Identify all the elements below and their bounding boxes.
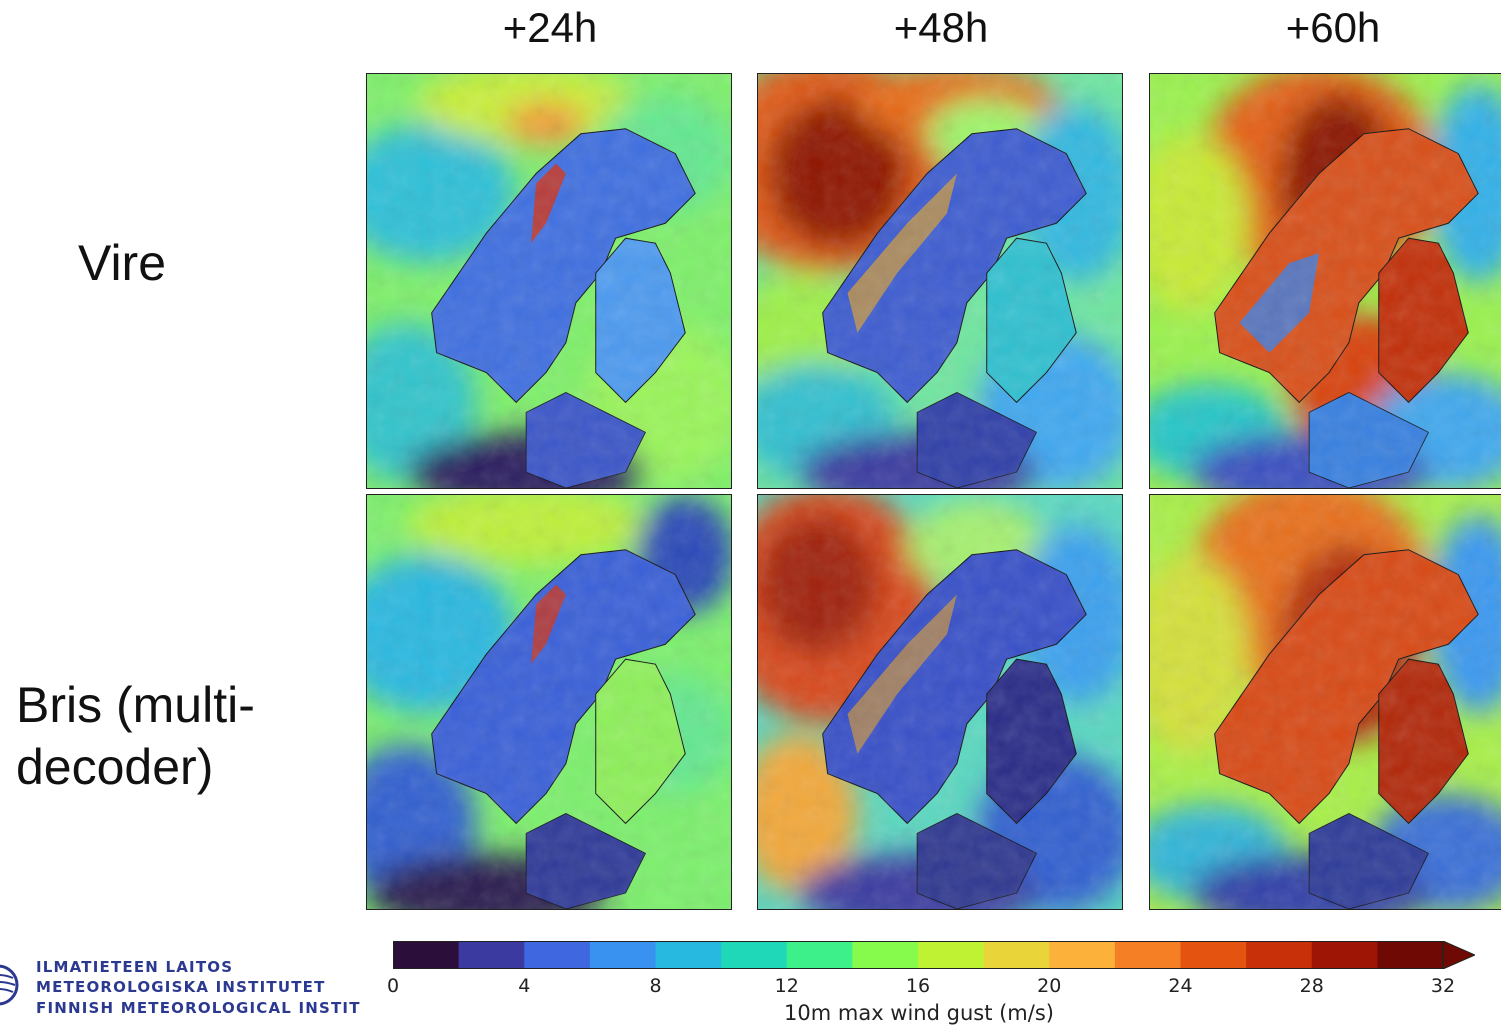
column-title-60h: +60h xyxy=(1285,4,1381,51)
colorbar-segment xyxy=(721,941,788,969)
colorbar-tick-label: 16 xyxy=(905,975,931,997)
fmi-logo: ILMATIETEEN LAITOS METEOROLOGISKA INSTIT… xyxy=(0,948,380,1024)
colorbar-tick-label: 8 xyxy=(649,975,662,997)
column-title-48h: +48h xyxy=(893,4,989,51)
map-bris-60h xyxy=(1149,494,1501,910)
colorbar-segment xyxy=(524,941,591,969)
colorbar-segment xyxy=(458,941,525,969)
map-bris-24h xyxy=(366,494,732,910)
colorbar-tick-label: 28 xyxy=(1299,975,1324,997)
colorbar-tick-label: 32 xyxy=(1430,975,1456,997)
colorbar xyxy=(393,941,1475,969)
colorbar-tick-label: 4 xyxy=(518,975,531,997)
map-vire-24h xyxy=(366,73,732,489)
colorbar-segment xyxy=(852,941,919,969)
colorbar-segment xyxy=(1311,941,1378,969)
colorbar-tick-label: 0 xyxy=(386,975,400,997)
fmi-emblem-icon xyxy=(0,964,19,1006)
colorbar-segment xyxy=(786,941,853,969)
colorbar-tick-label: 20 xyxy=(1037,975,1062,997)
map-vire-48h xyxy=(757,73,1123,489)
row-label-vire: Vire xyxy=(78,235,167,291)
map-vire-60h xyxy=(1149,73,1501,489)
logo-line-finnish: ILMATIETEEN LAITOS xyxy=(36,958,234,976)
colorbar-segment xyxy=(983,941,1050,969)
logo-line-swedish: METEOROLOGISKA INSTITUTET xyxy=(36,978,326,996)
colorbar-segment xyxy=(393,941,460,969)
colorbar-segment xyxy=(918,941,985,969)
colorbar-segment xyxy=(655,941,722,969)
colorbar-segment xyxy=(1049,941,1116,969)
colorbar-segment xyxy=(1377,941,1444,969)
column-title-24h: +24h xyxy=(502,4,598,51)
colorbar-tick-label: 12 xyxy=(774,975,799,997)
row-label-bris: Bris (multi- decoder) xyxy=(16,677,255,795)
colorbar-label: 10m max wind gust (m/s) xyxy=(784,1001,1054,1025)
colorbar-segment xyxy=(1180,941,1247,969)
map-bris-48h xyxy=(757,494,1123,910)
colorbar-segment xyxy=(589,941,656,969)
colorbar-segment xyxy=(1114,941,1181,969)
colorbar-tick-label: 24 xyxy=(1168,975,1193,997)
colorbar-segment xyxy=(1246,941,1313,969)
logo-line-english: FINNISH METEOROLOGICAL INSTIT xyxy=(36,999,361,1017)
